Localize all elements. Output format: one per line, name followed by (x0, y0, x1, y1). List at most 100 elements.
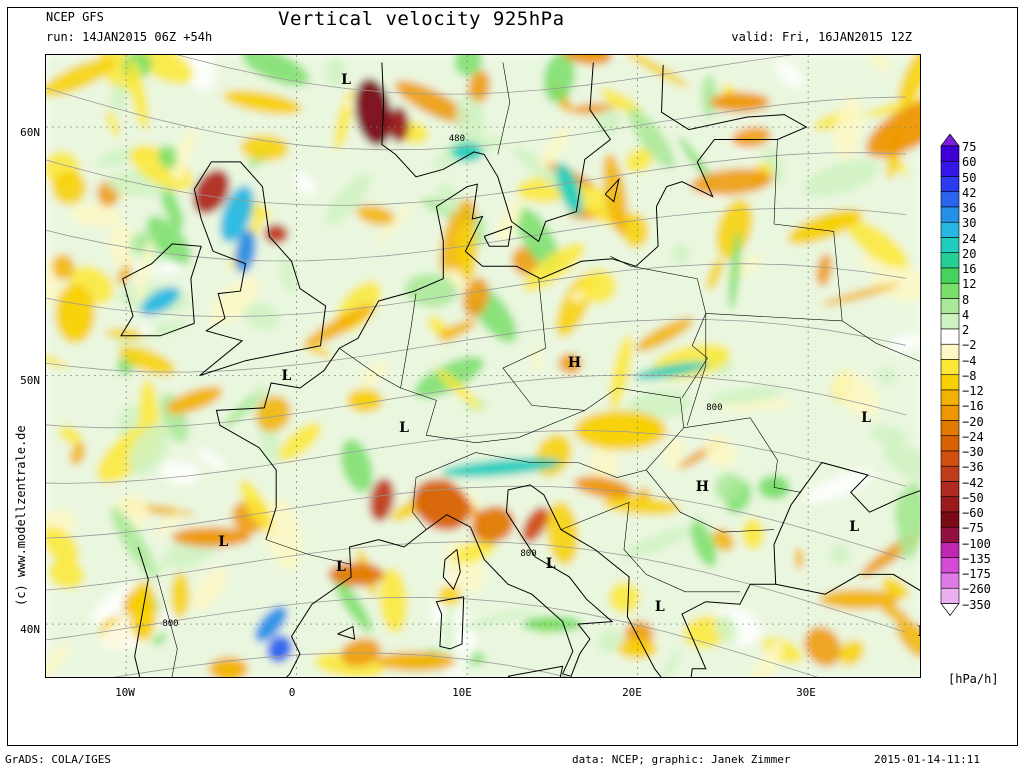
legend-swatch (940, 496, 960, 513)
legend-label: 20 (962, 246, 977, 261)
legend-label: 12 (962, 277, 977, 292)
legend-label: −175 (962, 567, 991, 581)
legend-swatch (940, 389, 960, 406)
legend-swatch (940, 267, 960, 284)
run-info: run: 14JAN2015 06Z +54h (46, 30, 213, 44)
low-pressure-marker: L (849, 519, 860, 536)
legend-swatch (940, 252, 960, 269)
legend-swatch (940, 343, 960, 360)
legend-swatch (940, 526, 960, 543)
contour-value-label: 800 (162, 619, 179, 630)
legend-label: 60 (962, 155, 977, 170)
lon-label-0: 0 (288, 686, 296, 699)
legend-swatch (940, 450, 960, 467)
legend-label: −2 (962, 338, 977, 353)
legend-swatch (940, 221, 960, 238)
low-pressure-marker: L (545, 556, 556, 573)
legend-label: 50 (962, 170, 977, 185)
legend-label: −12 (962, 384, 984, 398)
high-pressure-marker: H (695, 479, 710, 496)
color-legend (940, 134, 960, 617)
legend-label: −4 (962, 353, 977, 368)
legend-label: 42 (962, 185, 977, 200)
legend-arrow-bottom (940, 603, 960, 617)
legend-label: −135 (962, 551, 991, 566)
lat-label-40n: 40N (20, 623, 40, 636)
model-name: NCEP GFS (46, 10, 104, 24)
legend-swatch (940, 191, 960, 208)
plot-frame (7, 7, 1018, 746)
lon-label-30e: 30E (796, 686, 816, 699)
weather-map: L L H L L H L L L L L L 480 800 800 800 (45, 54, 921, 678)
low-pressure-marker: L (399, 419, 409, 436)
low-pressure-marker: L (917, 624, 920, 640)
legend-label: −24 (962, 429, 984, 444)
legend-swatch (940, 511, 960, 528)
legend-swatch (940, 313, 960, 330)
lat-label-50n: 50N (20, 374, 40, 387)
contour-value-label: 800 (520, 549, 537, 560)
legend-label: −20 (962, 414, 984, 429)
legend-swatch (940, 237, 960, 254)
legend-label: −16 (962, 399, 984, 414)
low-pressure-marker: L (218, 534, 229, 551)
legend-label: 36 (962, 201, 977, 215)
legend-label: −75 (962, 521, 984, 536)
low-pressure-marker: L (336, 558, 346, 575)
footer-timestamp: 2015-01-14-11:11 (874, 753, 980, 766)
lon-label-20e: 20E (622, 686, 642, 699)
legend-swatch (940, 374, 960, 391)
legend-swatch (940, 542, 960, 559)
low-pressure-marker: L (654, 598, 665, 615)
legend-swatch (940, 435, 960, 452)
legend-swatch (940, 572, 960, 589)
legend-swatch (940, 328, 960, 345)
lat-lon-grid (46, 55, 920, 677)
footer-credits: data: NCEP; graphic: Janek Zimmer (572, 753, 791, 766)
low-pressure-marker: L (341, 71, 351, 88)
legend-label: 24 (962, 231, 977, 246)
legend-label: 75 (962, 140, 977, 154)
legend-swatch (940, 587, 960, 604)
legend-label: 8 (962, 292, 970, 307)
legend-swatch (940, 481, 960, 498)
legend-units: [hPa/h] (948, 672, 999, 686)
lon-label-10e: 10E (452, 686, 472, 699)
lon-label-10w: 10W (115, 686, 135, 699)
low-pressure-marker: L (861, 409, 872, 426)
valid-time: valid: Fri, 16JAN2015 12Z (731, 30, 912, 44)
map-title: Vertical velocity 925hPa (278, 8, 565, 30)
legend-swatch (940, 420, 960, 437)
legend-label: −100 (962, 536, 991, 551)
legend-swatch (940, 465, 960, 482)
legend-label: −350 (962, 597, 991, 612)
legend-swatch (940, 404, 960, 421)
legend-label: 16 (962, 262, 977, 276)
legend-label: 4 (962, 307, 970, 322)
low-pressure-marker: L (281, 367, 292, 384)
legend-label: 2 (962, 323, 970, 337)
legend-swatch (940, 282, 960, 299)
coastlines (120, 62, 920, 677)
lat-label-60n: 60N (20, 126, 40, 139)
credit-text: (c) www.modellzentrale.de (14, 425, 28, 606)
height-contours (46, 55, 907, 677)
legend-label: −30 (962, 445, 984, 459)
legend-swatch (940, 206, 960, 223)
legend-swatch (940, 557, 960, 574)
legend-label: 30 (962, 216, 977, 231)
legend-arrow-top (940, 134, 960, 147)
legend-swatch (940, 160, 960, 177)
map-canvas (46, 55, 920, 677)
legend-swatch (940, 359, 960, 376)
legend-swatch (940, 176, 960, 193)
legend-label: −36 (962, 460, 984, 475)
legend-swatch (940, 145, 960, 162)
legend-label: −60 (962, 506, 984, 520)
footer-software: GrADS: COLA/IGES (5, 753, 111, 766)
contour-value-label: 800 (706, 402, 723, 413)
legend-swatch (940, 298, 960, 315)
legend-label: −260 (962, 582, 991, 597)
legend-label: −50 (962, 490, 984, 505)
legend-label: −8 (962, 368, 977, 383)
